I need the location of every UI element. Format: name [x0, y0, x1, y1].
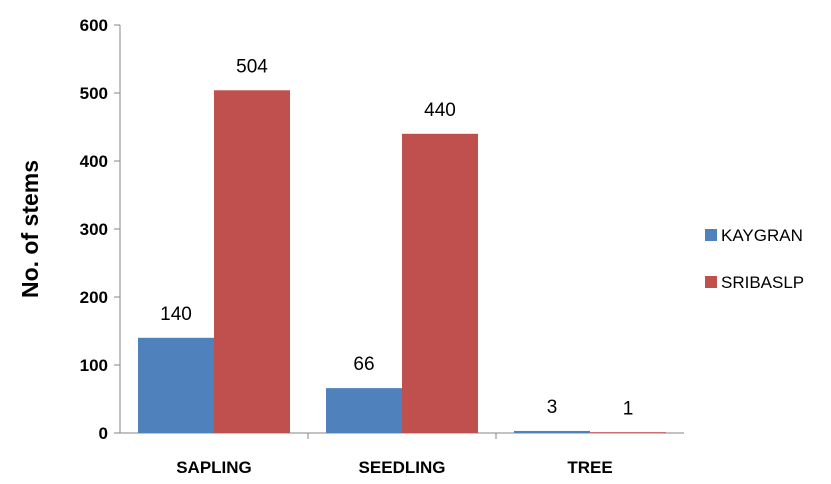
bar	[590, 432, 666, 433]
y-tick-label: 200	[80, 288, 108, 307]
legend-label: KAYGRAN	[721, 226, 803, 245]
legend: KAYGRAN SRIBASLP	[705, 226, 804, 292]
data-label: 140	[160, 304, 192, 325]
y-tick-label: 0	[99, 424, 108, 443]
x-axis: SAPLING SEEDLING TREE	[120, 432, 684, 477]
x-tick-label: SAPLING	[176, 458, 252, 477]
data-labels: 140 504 66 440 3 1	[160, 56, 633, 419]
legend-swatch	[705, 276, 717, 288]
y-tick-label: 300	[80, 220, 108, 239]
data-label: 440	[424, 100, 456, 121]
y-axis: 0 100 200 300 400 500 600	[80, 16, 121, 443]
y-tick-label: 600	[80, 16, 108, 35]
y-tick-label: 100	[80, 356, 108, 375]
bar	[402, 133, 478, 434]
x-tick-label: TREE	[567, 458, 612, 477]
x-tick-label: SEEDLING	[359, 458, 446, 477]
data-label: 66	[353, 354, 374, 375]
data-label: 1	[623, 398, 634, 419]
data-label: 3	[547, 397, 558, 418]
bars	[138, 90, 666, 434]
y-axis-label: No. of stems	[17, 160, 43, 298]
bar	[214, 90, 290, 433]
y-tick-label: 400	[80, 152, 108, 171]
legend-swatch	[705, 229, 717, 241]
bar	[326, 388, 402, 433]
y-tick-label: 500	[80, 84, 108, 103]
bar	[138, 337, 214, 433]
data-label: 504	[236, 56, 268, 77]
bar	[514, 430, 590, 433]
legend-label: SRIBASLP	[721, 273, 804, 292]
